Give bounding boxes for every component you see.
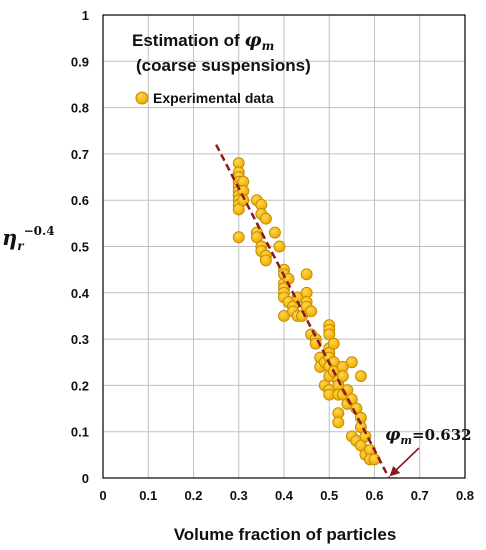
x-tick-label: 0.5 (320, 488, 338, 503)
y-tick-label: 0.5 (71, 240, 89, 255)
y-tick-label: 1 (82, 8, 89, 23)
y-tick-label: 0.9 (71, 54, 89, 69)
annotation-phi-subscript: m (400, 434, 412, 447)
data-point (273, 240, 286, 253)
y-tick-label: 0 (82, 471, 89, 486)
y-tick-labels: 0 0.1 0.2 0.3 0.4 0.5 0.6 0.7 0.8 0.9 1 (71, 8, 90, 486)
data-point (332, 416, 345, 429)
data-point (327, 337, 340, 350)
title-phi-subscript: m (262, 39, 275, 53)
y-axis-label-base: η (2, 225, 17, 250)
data-point (269, 226, 281, 239)
x-tick-label: 0.7 (411, 488, 429, 503)
x-tick-label: 0 (99, 488, 106, 503)
x-axis-label: Volume fraction of particles (174, 525, 397, 544)
legend: Experimental data (135, 90, 274, 106)
x-tick-labels: 0 0.1 0.2 0.3 0.4 0.5 0.6 0.7 0.8 (99, 488, 474, 503)
data-point (259, 212, 272, 225)
y-tick-label: 0.8 (71, 101, 89, 116)
legend-label: Experimental data (153, 90, 274, 106)
data-point (232, 231, 245, 244)
chart-subtitle: (coarse suspensions) (136, 56, 311, 75)
title-phi-symbol: φ (244, 29, 261, 51)
chart-title: Estimation of φm (132, 29, 274, 53)
y-axis-label-sup: −0.4 (24, 224, 55, 238)
data-point (300, 268, 313, 281)
annotation-arrow (389, 447, 420, 477)
annotation-value: =0.632 (412, 426, 472, 444)
x-tick-label: 0.2 (184, 488, 202, 503)
y-tick-label: 0.4 (71, 286, 90, 301)
fit-line (215, 144, 391, 479)
data-points (232, 157, 381, 466)
legend-marker (135, 91, 149, 105)
y-axis-label: ηr−0.4 (2, 224, 55, 253)
x-tick-label: 0.3 (230, 488, 248, 503)
y-axis-label-sub: r (17, 239, 25, 253)
annotation-phi-symbol: φ (385, 425, 401, 445)
annotation-label: φm=0.632 (385, 425, 472, 447)
data-point (354, 370, 367, 383)
y-tick-label: 0.1 (71, 425, 89, 440)
x-tick-label: 0.1 (139, 488, 157, 503)
y-tick-label: 0.7 (71, 147, 89, 162)
data-point (345, 356, 358, 369)
x-tick-label: 0.8 (456, 488, 474, 503)
title-text: Estimation of (132, 31, 244, 50)
y-tick-label: 0.2 (71, 378, 89, 393)
plot-area (102, 14, 466, 479)
y-tick-label: 0.6 (71, 193, 89, 208)
x-tick-label: 0.6 (365, 488, 383, 503)
data-point (259, 254, 272, 267)
data-point (305, 305, 318, 318)
data-point (336, 370, 349, 383)
x-tick-label: 0.4 (275, 488, 294, 503)
y-tick-label: 0.3 (71, 332, 89, 347)
